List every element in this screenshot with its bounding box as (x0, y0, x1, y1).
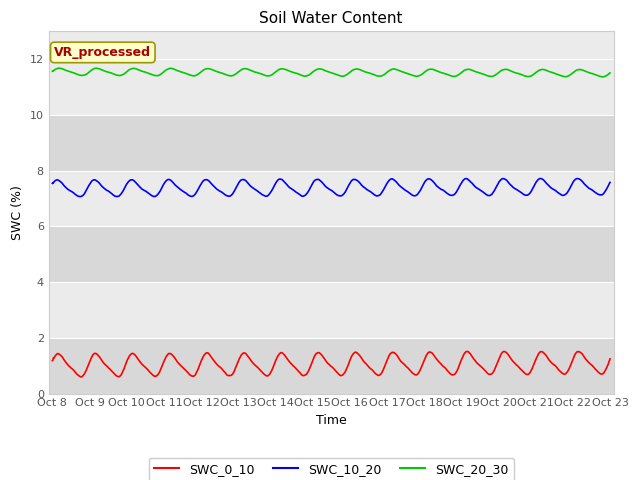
Bar (49, 282, 614, 338)
SWC_20_30 (366, 71, 374, 76)
Text: VR_processed: VR_processed (54, 46, 151, 59)
SWC_10_20 (77, 194, 84, 200)
SWC_10_20 (536, 176, 544, 181)
Bar (49, 227, 614, 282)
SWC_10_20 (115, 193, 122, 199)
SWC_0_10 (307, 362, 315, 368)
SWC_20_30 (297, 72, 305, 78)
SWC_10_20 (297, 193, 305, 199)
Line: SWC_20_30: SWC_20_30 (52, 68, 610, 77)
SWC_10_20 (285, 184, 293, 190)
SWC_0_10 (606, 356, 614, 362)
Line: SWC_10_20: SWC_10_20 (52, 179, 610, 197)
Line: SWC_0_10: SWC_0_10 (52, 351, 610, 377)
SWC_10_20 (92, 178, 100, 183)
SWC_20_30 (92, 65, 100, 71)
SWC_20_30 (115, 72, 122, 78)
SWC_0_10 (463, 348, 471, 354)
SWC_10_20 (606, 180, 614, 185)
Y-axis label: SWC (%): SWC (%) (11, 185, 24, 240)
SWC_20_30 (606, 70, 614, 76)
Bar (49, 171, 614, 227)
Bar (49, 115, 614, 171)
SWC_20_30 (307, 71, 315, 76)
SWC_0_10 (49, 358, 56, 363)
SWC_0_10 (366, 365, 374, 371)
SWC_20_30 (599, 74, 607, 80)
SWC_20_30 (285, 68, 293, 74)
SWC_0_10 (92, 350, 100, 356)
SWC_0_10 (285, 359, 293, 365)
SWC_0_10 (77, 374, 85, 380)
SWC_0_10 (297, 371, 305, 377)
X-axis label: Time: Time (316, 414, 346, 427)
Bar (49, 338, 614, 394)
SWC_20_30 (56, 65, 63, 71)
Title: Soil Water Content: Soil Water Content (259, 11, 403, 26)
SWC_20_30 (49, 68, 56, 74)
SWC_10_20 (366, 189, 374, 194)
SWC_10_20 (49, 180, 56, 186)
Bar (49, 60, 614, 115)
Legend: SWC_0_10, SWC_10_20, SWC_20_30: SWC_0_10, SWC_10_20, SWC_20_30 (149, 458, 513, 480)
SWC_0_10 (115, 374, 122, 380)
SWC_10_20 (307, 184, 315, 190)
